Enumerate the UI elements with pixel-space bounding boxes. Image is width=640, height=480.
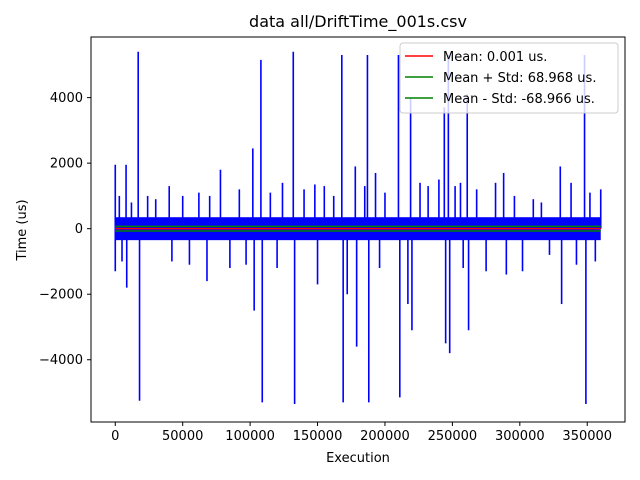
legend-label-0: Mean: 0.001 us. [443, 50, 547, 65]
axes-frame [90, 36, 626, 423]
x-axis-label: Execution [326, 451, 390, 466]
x-tick-label-4: 200000 [360, 429, 410, 444]
x-tick-label-7: 350000 [562, 429, 612, 444]
x-tick-label-2: 100000 [225, 429, 275, 444]
axes: 0 50000 100000 150000 200000 250000 300000 3500… [39, 36, 626, 444]
legend-label-2: Mean - Std: -68.966 us. [443, 92, 595, 107]
x-tick-label-6: 300000 [495, 429, 545, 444]
y-tick-label-4: 4000 [50, 91, 83, 106]
y-tick-label-1: −2000 [39, 288, 83, 303]
x-tick-label-3: 150000 [293, 429, 343, 444]
y-tick-label-3: 2000 [50, 157, 83, 172]
y-axis-label: Time (us) [15, 199, 30, 261]
y-tick-label-0: −4000 [39, 353, 83, 368]
legend-label-1: Mean + Std: 68.968 us. [443, 71, 596, 86]
x-tick-label-0: 0 [111, 429, 119, 444]
x-tick-label-5: 250000 [428, 429, 478, 444]
x-tick-label-1: 50000 [162, 429, 203, 444]
chart-title: data all/DriftTime_001s.csv [249, 12, 467, 32]
legend-box [399, 42, 619, 114]
legend: Mean: 0.001 us. Mean + Std: 68.968 us. Mea… [399, 42, 619, 114]
y-tick-label-2: 0 [75, 222, 83, 237]
